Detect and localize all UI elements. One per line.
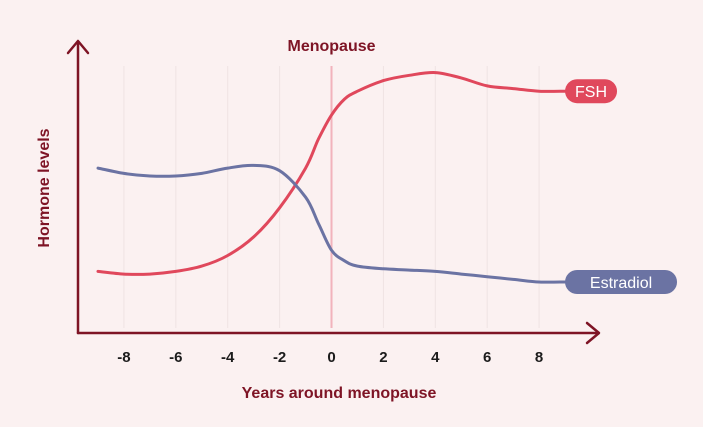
series-lines bbox=[96, 71, 567, 284]
x-tick-label: 8 bbox=[535, 349, 543, 366]
x-tick-label: -8 bbox=[117, 349, 130, 366]
x-tick-labels: -8 -6 -4 -2 0 2 4 6 8 bbox=[117, 349, 543, 366]
estradiol-label-text: Estradiol bbox=[590, 275, 652, 292]
menopause-annotation: Menopause bbox=[288, 38, 376, 55]
y-axis-title: Hormone levels bbox=[36, 128, 53, 247]
fsh-series-label: FSH bbox=[565, 79, 618, 104]
estradiol-series-line bbox=[96, 163, 567, 284]
x-tick-label: -4 bbox=[221, 349, 235, 366]
fsh-series-line bbox=[96, 71, 567, 276]
y-axis-arrow bbox=[66, 39, 90, 55]
x-tick-label: -6 bbox=[169, 349, 182, 366]
fsh-label-pill bbox=[565, 79, 618, 104]
x-axis-arrow bbox=[585, 321, 601, 345]
x-tick-label: 2 bbox=[379, 349, 387, 366]
series-labels: FSH Estradiol bbox=[565, 79, 678, 294]
x-axis-title: Years around menopause bbox=[242, 385, 437, 402]
axes bbox=[66, 39, 601, 345]
fsh-label-text: FSH bbox=[575, 84, 607, 101]
x-tick-label: 6 bbox=[483, 349, 491, 366]
estradiol-series-label: Estradiol bbox=[565, 270, 678, 294]
estradiol-label-pill bbox=[565, 270, 678, 294]
x-tick-label: 0 bbox=[327, 349, 335, 366]
x-tick-label: -2 bbox=[273, 349, 286, 366]
x-tick-label: 4 bbox=[431, 349, 440, 366]
